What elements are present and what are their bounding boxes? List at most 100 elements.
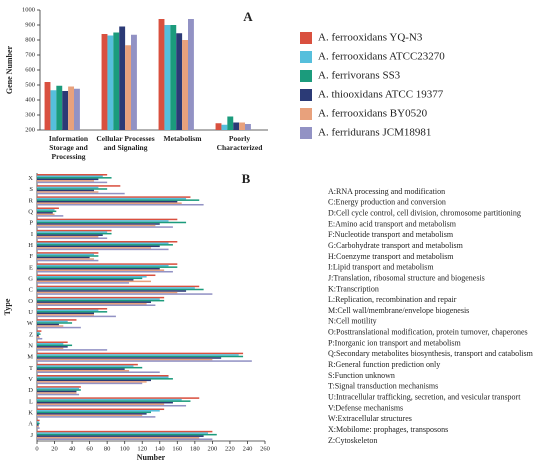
- bar: [37, 282, 130, 284]
- y-tick-label: Z: [29, 331, 33, 338]
- x-tick-label: 140: [155, 445, 165, 452]
- bar: [227, 116, 234, 130]
- bar: [37, 419, 40, 422]
- code-definition: M:Cell wall/membrane/envelope biogenesis: [328, 306, 469, 315]
- bar: [125, 45, 132, 130]
- bar: [37, 259, 99, 262]
- bar: [37, 371, 160, 373]
- legend-swatch: [300, 127, 312, 139]
- y-tick-label: I: [31, 231, 33, 238]
- bar: [233, 122, 240, 130]
- bar: [37, 349, 108, 351]
- bar: [37, 199, 200, 201]
- y-tick-label: W: [27, 320, 34, 327]
- code-definition: O:Posttranslational modification, protei…: [328, 328, 528, 337]
- y-tick-label: X: [28, 175, 33, 182]
- x-axis-label: Number: [137, 453, 166, 462]
- bar: [37, 363, 138, 366]
- bar: [37, 314, 94, 316]
- code-definition: N:Cell motility: [328, 317, 377, 326]
- bar: [37, 386, 81, 388]
- panel-label: A: [243, 9, 253, 24]
- bar: [37, 366, 143, 369]
- code-definition: L:Replication, recombination and repair: [328, 295, 457, 304]
- bar: [37, 256, 90, 259]
- bar: [37, 302, 147, 305]
- y-tick-label: E: [29, 264, 33, 271]
- bar: [37, 326, 81, 329]
- bar: [37, 358, 213, 361]
- bar: [37, 378, 173, 380]
- y-tick-label: P: [29, 220, 33, 227]
- legend-swatch: [300, 51, 312, 63]
- bar: [37, 387, 80, 390]
- panel-label: B: [242, 171, 251, 186]
- bar: [37, 333, 41, 335]
- x-tick-label: 180: [190, 445, 200, 452]
- bar: [37, 285, 200, 288]
- legend-swatch: [300, 70, 312, 82]
- x-tick-label: 160: [172, 445, 182, 452]
- bar: [119, 26, 126, 130]
- x-tick-label: Poorly Characterized: [216, 134, 263, 152]
- bar: [37, 427, 40, 429]
- y-tick-label: G: [28, 276, 33, 283]
- bar: [37, 241, 178, 243]
- bar: [37, 180, 94, 182]
- y-tick-label: 600: [25, 66, 35, 73]
- bar: [37, 269, 165, 271]
- y-tick-label: O: [28, 298, 33, 305]
- legend-label: A. ferridurans JCM18981: [318, 127, 431, 139]
- bar: [37, 220, 169, 222]
- bar: [37, 433, 217, 436]
- code-definition: J:Translation, ribosomal structure and b…: [328, 273, 485, 282]
- code-definition: P:Inorganic ion transport and metabolism: [328, 338, 461, 347]
- bar: [37, 245, 160, 248]
- bar: [176, 33, 183, 130]
- code-definition: X:Mobilome: prophages, transposons: [328, 425, 448, 434]
- bar: [37, 175, 103, 178]
- bar: [37, 232, 112, 235]
- bar: [37, 207, 59, 210]
- bar: [37, 248, 169, 251]
- bar: [37, 379, 151, 382]
- bar: [37, 276, 147, 278]
- bar: [37, 397, 200, 399]
- code-definition: F:Nucleotide transport and metabolism: [328, 230, 454, 239]
- bar: [37, 352, 244, 355]
- x-tick-label: Metabolism: [163, 134, 202, 143]
- bar: [37, 185, 121, 187]
- bar: [37, 336, 40, 338]
- y-tick-label: C: [29, 287, 33, 294]
- bar: [37, 291, 178, 294]
- bar: [37, 244, 173, 246]
- bar: [37, 330, 42, 332]
- bar: [37, 237, 108, 239]
- bar: [107, 35, 114, 130]
- legend-label: A. ferrooxidans BY0520: [318, 108, 428, 120]
- bar: [37, 210, 57, 213]
- bar: [37, 215, 64, 217]
- x-tick-label: 100: [120, 445, 130, 452]
- x-tick-label: 40: [69, 445, 76, 452]
- code-definition: G:Carbohydrate transport and metabolism: [328, 241, 464, 250]
- code-definition: V:Defense mechanisms: [328, 403, 403, 412]
- y-tick-label: 400: [25, 96, 35, 103]
- bar: [37, 188, 108, 190]
- bar: [37, 400, 191, 402]
- bar: [37, 411, 151, 414]
- y-tick-label: K: [28, 410, 33, 417]
- bar: [37, 432, 208, 434]
- code-definition: I:Lipid transport and metabolism: [328, 263, 434, 272]
- legend-label: A. ferrooxidans YQ-N3: [318, 32, 423, 44]
- legend-label: A. thiooxidans ATCC 19377: [318, 89, 444, 101]
- bar: [37, 404, 187, 407]
- bar: [37, 393, 80, 396]
- bar: [37, 192, 125, 195]
- x-tick-label: 120: [137, 445, 147, 452]
- y-axis-label: Gene Number: [5, 45, 14, 94]
- bar: [37, 435, 204, 437]
- y-tick-label: D: [28, 387, 33, 394]
- y-tick-label: L: [29, 398, 33, 405]
